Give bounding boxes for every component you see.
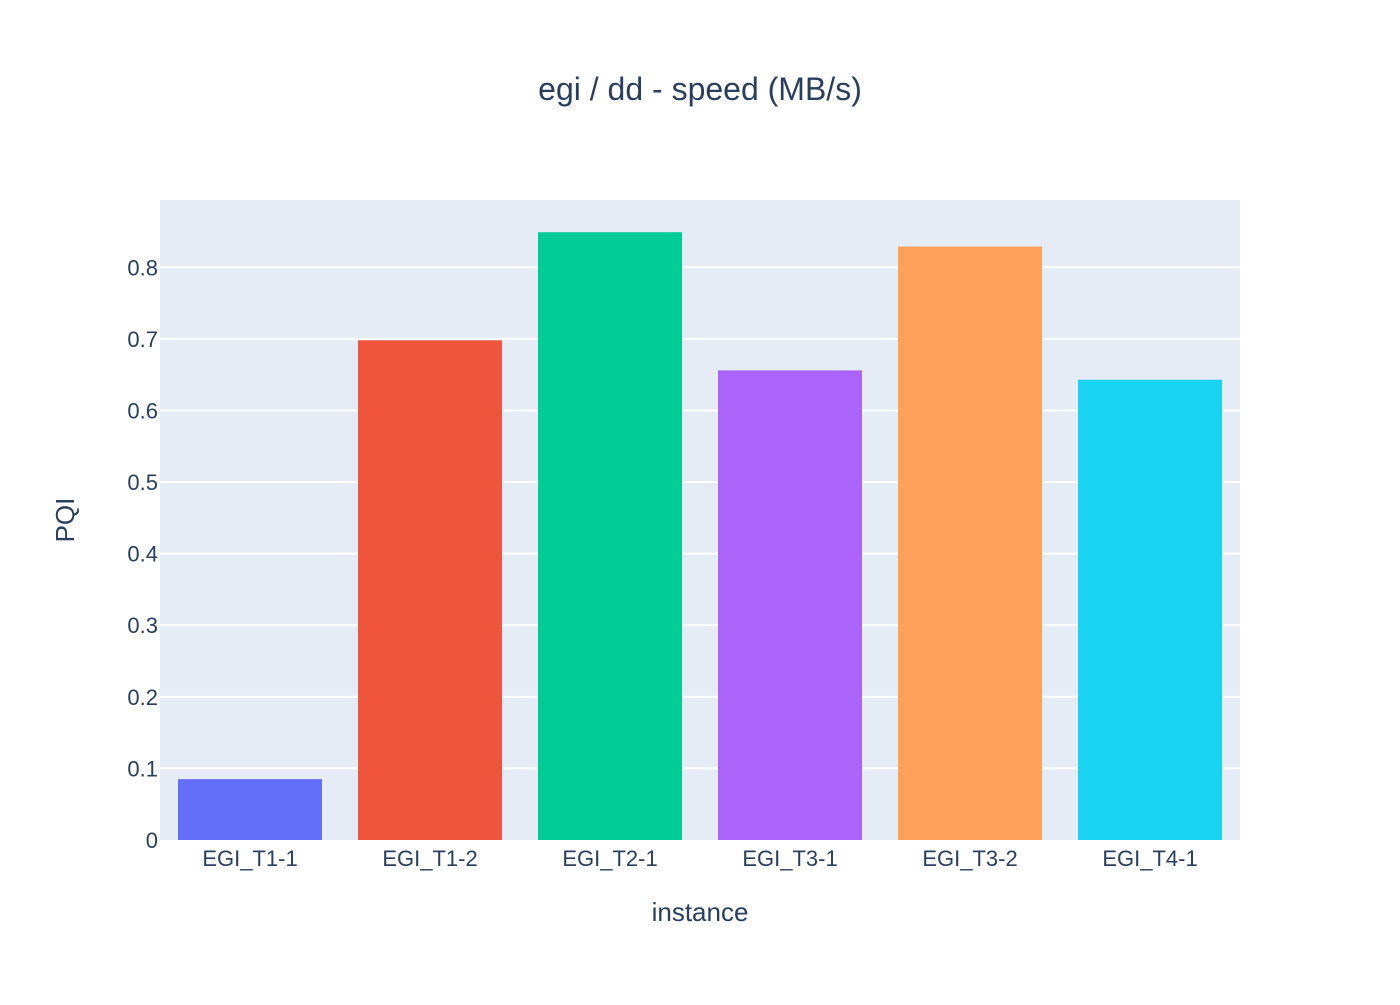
- y-tick-label: 0.2: [127, 685, 158, 710]
- x-tick-label: EGI_T3-2: [922, 846, 1017, 871]
- gridlines: [160, 266, 1240, 770]
- y-tick-label: 0.7: [127, 327, 158, 352]
- x-axis-title: instance: [652, 897, 749, 927]
- chart-title: egi / dd - speed (MB/s): [538, 71, 862, 107]
- bars: [178, 232, 1222, 840]
- y-tick-label: 0.6: [127, 398, 158, 423]
- x-tick-label: EGI_T2-1: [562, 846, 657, 871]
- bar-egi-t4-1[interactable]: [1078, 379, 1222, 840]
- bar-egi-t3-1[interactable]: [718, 370, 862, 840]
- y-tick-label: 0.8: [127, 255, 158, 280]
- x-tick-label: EGI_T3-1: [742, 846, 837, 871]
- bar-egi-t2-1[interactable]: [538, 232, 682, 840]
- y-tick-label: 0.4: [127, 542, 158, 567]
- bar-egi-t1-1[interactable]: [178, 779, 322, 840]
- y-tick-label: 0.5: [127, 470, 158, 495]
- y-tick-label: 0.1: [127, 756, 158, 781]
- y-tick-label: 0: [146, 828, 158, 853]
- bar-egi-t3-2[interactable]: [898, 246, 1042, 840]
- x-tick-label: EGI_T1-2: [382, 846, 477, 871]
- bar-egi-t1-2[interactable]: [358, 340, 502, 840]
- y-axis-title: PQI: [50, 498, 80, 543]
- y-axis-ticks: 0 0.1 0.2 0.3 0.4 0.5 0.6 0.7 0.8: [127, 255, 158, 853]
- x-axis-ticks: EGI_T1-1 EGI_T1-2 EGI_T2-1 EGI_T3-1 EGI_T3-2…: [202, 846, 1197, 871]
- plot-area: [160, 200, 1240, 840]
- y-tick-label: 0.3: [127, 613, 158, 638]
- x-tick-label: EGI_T1-1: [202, 846, 297, 871]
- x-tick-label: EGI_T4-1: [1102, 846, 1197, 871]
